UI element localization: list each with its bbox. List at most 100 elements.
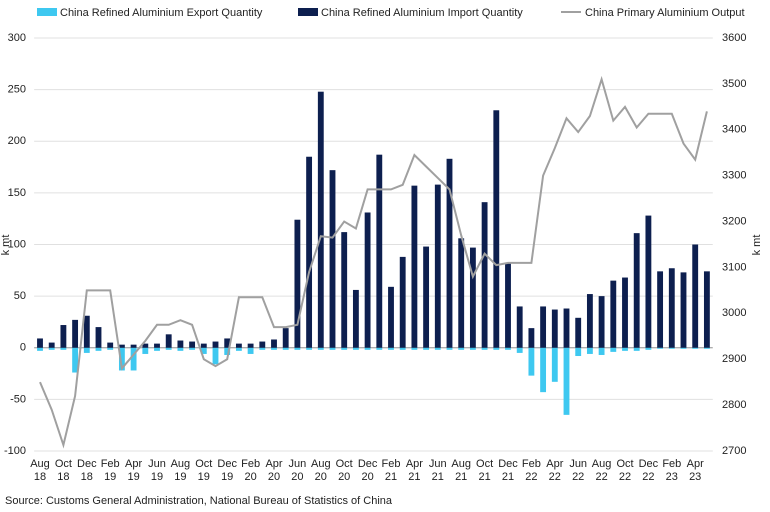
y-tick-label: 300 bbox=[8, 32, 26, 44]
bar bbox=[142, 343, 149, 348]
bar bbox=[481, 347, 488, 350]
y2-tick-label: 3000 bbox=[722, 307, 746, 319]
bar bbox=[130, 344, 137, 348]
y-tick-label: -50 bbox=[10, 393, 26, 405]
x-tick-label: Apr 21 bbox=[405, 458, 423, 483]
bar bbox=[680, 272, 687, 348]
bar bbox=[294, 347, 301, 350]
bar bbox=[282, 347, 289, 350]
y2-tick-label: 2700 bbox=[722, 445, 746, 457]
bar bbox=[586, 294, 593, 348]
x-tick-label: Feb 20 bbox=[241, 458, 261, 483]
bar bbox=[37, 347, 43, 351]
bar bbox=[551, 347, 558, 382]
bar bbox=[692, 347, 699, 349]
bar bbox=[376, 154, 383, 348]
bar bbox=[235, 347, 242, 351]
bar bbox=[306, 156, 313, 348]
bar bbox=[83, 347, 90, 353]
bar bbox=[399, 256, 406, 348]
bar bbox=[423, 347, 430, 350]
bar bbox=[224, 338, 231, 348]
bar bbox=[551, 309, 558, 348]
x-tick-label: Dec 21 bbox=[498, 458, 518, 483]
bar bbox=[563, 308, 570, 348]
legend-swatch bbox=[37, 8, 57, 16]
y-axis-label: k mt bbox=[0, 235, 12, 256]
y2-tick-label: 3600 bbox=[722, 32, 746, 44]
y-tick-label: 150 bbox=[8, 187, 26, 199]
bar bbox=[633, 233, 640, 348]
bar bbox=[692, 244, 699, 348]
x-tick-label: Oct 20 bbox=[335, 458, 353, 483]
x-tick-label: Dec 18 bbox=[77, 458, 97, 483]
bar bbox=[493, 110, 500, 348]
bar bbox=[118, 347, 125, 371]
bar bbox=[271, 347, 277, 350]
bar bbox=[294, 219, 301, 348]
bar bbox=[703, 347, 710, 349]
x-tick-label: Oct 22 bbox=[616, 458, 634, 483]
bar bbox=[352, 347, 359, 350]
bar bbox=[341, 232, 348, 348]
bar bbox=[376, 347, 383, 350]
bar bbox=[423, 246, 430, 348]
x-tick-label: Jun 21 bbox=[428, 458, 447, 483]
bar bbox=[189, 347, 196, 350]
bar bbox=[271, 339, 277, 348]
bar bbox=[388, 286, 394, 348]
bar bbox=[610, 280, 617, 348]
bar bbox=[352, 289, 359, 348]
y-tick-label: 250 bbox=[8, 84, 26, 96]
bar bbox=[575, 317, 582, 348]
y2-tick-label: 3200 bbox=[722, 215, 746, 227]
y-tick-label: -100 bbox=[4, 445, 26, 457]
bar bbox=[95, 347, 102, 351]
x-tick-label: Apr 22 bbox=[546, 458, 564, 483]
bar bbox=[37, 338, 43, 348]
x-tick-label: Aug 21 bbox=[451, 458, 471, 483]
x-tick-label: Jun 19 bbox=[148, 458, 166, 483]
bar bbox=[329, 170, 336, 348]
bar bbox=[622, 347, 628, 351]
bar bbox=[622, 277, 628, 348]
bar bbox=[434, 184, 441, 348]
bar bbox=[540, 347, 547, 393]
bar bbox=[177, 340, 184, 348]
bar bbox=[259, 347, 266, 350]
x-tick-label: Oct 19 bbox=[195, 458, 213, 483]
bar bbox=[200, 347, 207, 354]
bar bbox=[458, 238, 465, 348]
bar bbox=[586, 347, 593, 354]
bar bbox=[575, 347, 582, 357]
bar bbox=[165, 347, 172, 350]
bar bbox=[493, 347, 500, 350]
bar bbox=[516, 306, 523, 348]
x-tick-label: Dec 20 bbox=[357, 458, 378, 483]
bar bbox=[598, 347, 605, 355]
bar bbox=[657, 271, 664, 348]
source-note: Source: Customs General Administration, … bbox=[5, 495, 393, 507]
x-tick-label: Aug 20 bbox=[311, 458, 331, 483]
line bbox=[39, 75, 708, 449]
bar bbox=[458, 347, 465, 350]
y2-axis-label: k mt bbox=[751, 235, 763, 256]
x-tick-label: Oct 18 bbox=[54, 458, 72, 483]
bar bbox=[235, 343, 242, 348]
x-tick-label: Feb 23 bbox=[662, 458, 682, 483]
x-tick-label: Apr 23 bbox=[686, 458, 704, 483]
bar bbox=[48, 342, 55, 348]
bar bbox=[505, 263, 511, 348]
bar bbox=[563, 347, 570, 415]
y2-tick-label: 3300 bbox=[722, 170, 746, 182]
bar bbox=[505, 347, 511, 350]
bar bbox=[60, 325, 67, 348]
bar bbox=[247, 347, 254, 354]
x-tick-label: Oct 21 bbox=[476, 458, 494, 483]
y-tick-label: 50 bbox=[14, 290, 26, 302]
x-tick-label: Feb 21 bbox=[381, 458, 401, 483]
bar bbox=[130, 347, 137, 371]
bar bbox=[610, 347, 617, 352]
